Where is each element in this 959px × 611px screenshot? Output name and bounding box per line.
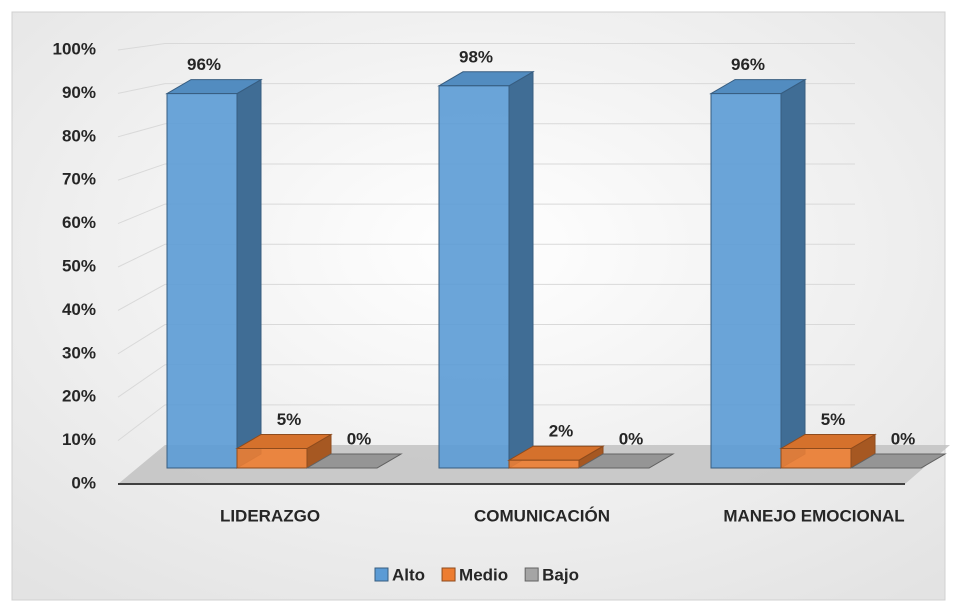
data-label: 0%: [891, 429, 916, 448]
bar-top: [305, 453, 403, 469]
bar-front: [166, 93, 238, 469]
y-tick-label: 70%: [62, 170, 96, 189]
bar: [709, 78, 807, 469]
y-tick-label: 20%: [62, 387, 96, 406]
grid-line: [117, 283, 855, 311]
data-label: 0%: [347, 429, 372, 448]
bar-top: [849, 453, 947, 469]
grid-line: [117, 123, 855, 138]
grid-line: [117, 43, 855, 51]
bar: [577, 453, 675, 469]
data-label: 0%: [619, 429, 644, 448]
bar-front: [508, 459, 580, 469]
grid-line: [117, 364, 855, 398]
x-tick-label: MANEJO EMOCIONAL: [723, 506, 904, 525]
y-tick-label: 0%: [71, 473, 96, 492]
bar: [305, 453, 403, 469]
legend-swatch: [524, 567, 539, 582]
bar-front: [780, 448, 852, 469]
bar: [507, 445, 605, 469]
data-label: 96%: [731, 55, 765, 74]
data-label: 2%: [549, 422, 574, 441]
y-tick-label: 60%: [62, 213, 96, 232]
bar: [235, 433, 333, 469]
bar-side: [508, 70, 534, 469]
y-tick-label: 100%: [53, 39, 96, 58]
legend: Alto Medio Bajo: [374, 565, 579, 584]
y-tick-label: 10%: [62, 430, 96, 449]
bar: [437, 70, 535, 469]
legend-label: Alto: [392, 565, 425, 584]
data-label: 96%: [187, 55, 221, 74]
grid-line: [117, 203, 855, 225]
bar: [779, 433, 877, 469]
x-tick-label: LIDERAZGO: [220, 506, 320, 525]
legend-swatch: [441, 567, 456, 582]
grid-line: [117, 404, 855, 441]
legend-label: Medio: [459, 565, 508, 584]
y-tick-label: 40%: [62, 300, 96, 319]
bar: [849, 453, 947, 469]
data-label: 5%: [821, 410, 846, 429]
y-tick-label: 30%: [62, 343, 96, 362]
bar-side: [236, 78, 262, 469]
bar-front: [710, 93, 782, 469]
x-tick-label: COMUNICACIÓN: [474, 506, 610, 525]
bar-front: [438, 85, 510, 469]
y-tick-label: 90%: [62, 83, 96, 102]
y-tick-label: 50%: [62, 256, 96, 275]
bar-front: [236, 448, 308, 469]
grid-line: [117, 83, 855, 94]
data-label: 98%: [459, 47, 493, 66]
y-tick-label: 80%: [62, 126, 96, 145]
bar: [165, 78, 263, 469]
data-label: 5%: [277, 410, 302, 429]
grid-line: [117, 243, 855, 268]
bar-side: [780, 78, 806, 469]
grid-line: [117, 163, 855, 181]
bar-top: [577, 453, 675, 469]
legend-swatch: [374, 567, 389, 582]
grid-line: [117, 324, 855, 355]
legend-label: Bajo: [542, 565, 579, 584]
